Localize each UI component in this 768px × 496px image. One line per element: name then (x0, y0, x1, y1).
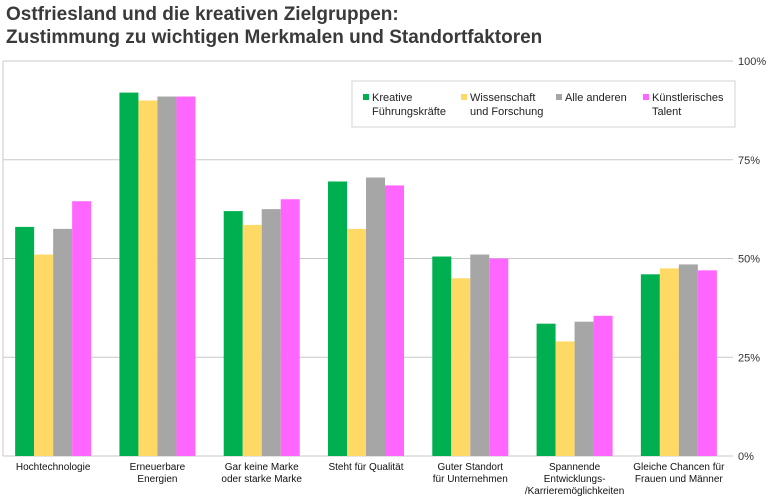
bar (34, 254, 54, 456)
bar (53, 228, 73, 456)
bar (223, 211, 243, 456)
y-tick-label: 75% (738, 155, 760, 167)
bar (72, 201, 92, 456)
bar (470, 254, 490, 456)
chart-title: Ostfriesland und die kreativen Zielgrupp… (6, 3, 542, 49)
category-label: Hochtechnologie (16, 462, 91, 473)
y-tick-label: 50% (738, 254, 760, 266)
legend: Kreative Führungskräfte Wissenschaft und Fo… (351, 80, 736, 128)
bar (347, 228, 366, 456)
bar (451, 278, 471, 456)
bar (15, 226, 35, 456)
legend-swatch (363, 94, 369, 100)
legend-swatch (556, 94, 562, 100)
y-tick-label: 0% (738, 451, 754, 463)
bar (593, 315, 613, 456)
category-label: Guter Standort für Unternehmen (433, 462, 508, 485)
bar (176, 96, 196, 457)
bar (366, 177, 385, 456)
category-label: Gleiche Chancen für Frauen und Männer (633, 462, 725, 485)
bar (489, 258, 509, 456)
legend-entry: Wissenschaft und Forschung (470, 92, 543, 118)
bar (385, 185, 404, 457)
legend-entry: Kreative Führungskräfte (372, 92, 446, 118)
bar (138, 100, 158, 456)
bar (640, 274, 660, 456)
y-tick-label: 100% (738, 56, 766, 68)
bar (659, 268, 679, 456)
category-label: Spannende Entwicklungs-/Karrieremöglichke… (525, 462, 625, 496)
bar (574, 321, 594, 456)
y-tick-label: 25% (738, 352, 760, 364)
chart-title-line-1: Ostfriesland und die kreativen Zielgrupp… (6, 4, 399, 25)
bar (242, 224, 262, 456)
legend-entry: Künstlerisches Talent (652, 92, 724, 118)
bar (119, 92, 139, 456)
bar (261, 209, 281, 456)
legend-swatch (643, 94, 649, 100)
bar (536, 323, 556, 456)
bar (280, 199, 300, 456)
legend-entry: Alle anderen (565, 92, 627, 104)
bar (697, 270, 717, 456)
bar (328, 181, 347, 456)
bar (432, 256, 452, 456)
category-label: Gar keine Marke oder starke Marke (221, 462, 302, 485)
chart-title-line-2: Zustimmung zu wichtigen Merkmalen und St… (6, 27, 543, 48)
bar (157, 96, 177, 457)
legend-swatch (461, 94, 467, 100)
category-label: Erneuerbare Energien (130, 462, 186, 485)
category-label: Steht für Qualität (328, 462, 403, 473)
legend-box (351, 80, 736, 128)
bar (555, 341, 575, 456)
bar (678, 264, 698, 456)
